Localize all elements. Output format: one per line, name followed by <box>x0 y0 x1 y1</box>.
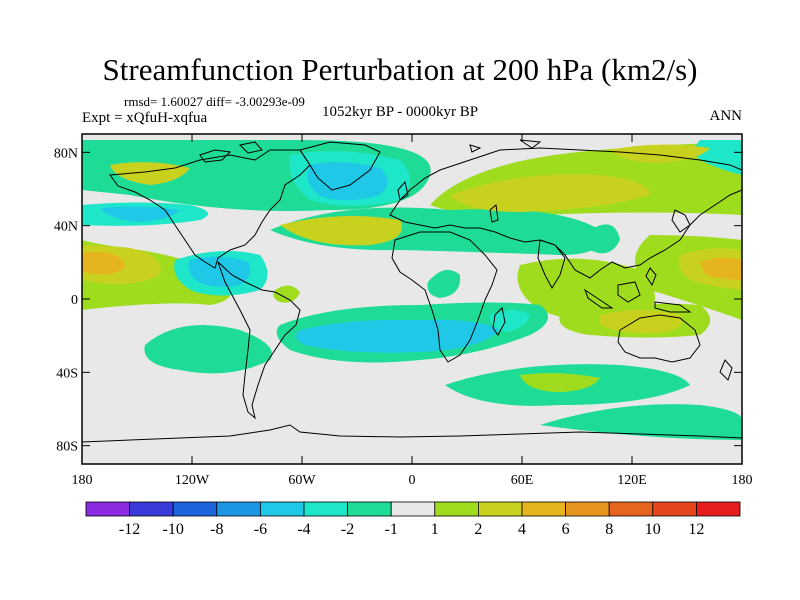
colorbar-swatch <box>521 501 566 517</box>
colorbar-swatch <box>696 501 741 517</box>
coast-south-america <box>217 261 301 420</box>
lat-tick-label: 80N <box>54 146 78 161</box>
contour-blue-north-pacific-core <box>100 206 180 222</box>
colorbar-swatch <box>303 501 348 517</box>
colorbar-swatch <box>608 501 654 517</box>
axes-layer: 80N 40N 0 40S 80S 180 120W 60W 0 60E 120E 180 <box>54 134 753 488</box>
lon-tick-label: 120W <box>175 473 210 488</box>
coast-japan <box>671 209 691 233</box>
contour-green-south-pacific <box>144 325 272 374</box>
contour-yellow-south-indian <box>520 373 600 392</box>
contour-orange-north-pacific-west <box>82 252 125 275</box>
contour-green-africa-cell <box>427 269 461 298</box>
contour-green-antarctic <box>540 404 742 440</box>
colorbar-swatch <box>129 501 174 517</box>
plot-title: Streamfunction Perturbation at 200 hPa (… <box>102 52 698 87</box>
colorbar-swatch <box>259 501 305 517</box>
coast-antarctica <box>82 424 742 443</box>
lon-tick-label: 0 <box>409 473 416 488</box>
season-label: ANN <box>709 108 743 124</box>
colorbar-label: 12 <box>688 521 704 538</box>
stats-text: rmsd= 1.60027 diff= -3.00293e-09 <box>124 94 305 109</box>
colorbar-swatch <box>390 501 436 517</box>
colorbar-label: 2 <box>474 521 482 538</box>
colorbar-label: 4 <box>518 521 526 538</box>
colorbar-label: -8 <box>210 521 223 538</box>
lon-tick-label: 120E <box>617 473 647 488</box>
contour-blue-greenland-core <box>307 162 388 201</box>
colorbar-label: 6 <box>562 521 570 538</box>
coast-caspian <box>489 204 499 223</box>
colorbar-swatch <box>85 501 130 517</box>
colorbar-swatch <box>216 501 261 517</box>
contour-green-small-atlantic <box>273 285 300 303</box>
coast-borneo <box>617 281 641 303</box>
lat-tick-label: 40N <box>54 220 78 235</box>
colorbar-label: 10 <box>645 521 661 538</box>
colorbar-swatch <box>652 501 697 517</box>
coast-sumatra <box>583 288 614 309</box>
colorbar-label: -1 <box>385 521 398 538</box>
contour-blue-central-america-core <box>188 256 251 287</box>
coast-eurasia <box>389 147 742 279</box>
colorbar-label: -10 <box>163 521 184 538</box>
lat-tick-label: 40S <box>56 366 78 381</box>
colorbar-label: -2 <box>341 521 354 538</box>
coast-arctic-islands <box>199 139 542 163</box>
contour-yellow-north-atlantic <box>280 216 402 246</box>
coast-australia <box>617 314 701 363</box>
colorbar-swatch <box>434 501 479 517</box>
coast-new-zealand <box>719 359 733 381</box>
contour-yellow-australia <box>600 310 683 334</box>
period-label: 1052kyr BP - 0000kyr BP <box>322 104 479 120</box>
colorbar-label: -6 <box>254 521 267 538</box>
colorbar-swatch <box>477 501 523 517</box>
contour-yellow-arctic <box>110 162 190 185</box>
coastline-layer <box>82 139 742 443</box>
colorbar-label: -12 <box>119 521 140 538</box>
contour-yellow-europe <box>450 174 650 212</box>
lon-tick-label: 180 <box>72 473 93 488</box>
coast-philippines <box>645 267 657 287</box>
lat-tick-label: 80S <box>56 440 78 455</box>
coast-greenland <box>299 141 381 191</box>
lat-tick-label: 0 <box>71 293 78 308</box>
coast-north-america <box>109 149 311 269</box>
colorbar-swatch <box>565 501 610 517</box>
lon-tick-label: 60E <box>511 473 534 488</box>
contour-orange-north-pacific-east <box>700 257 742 280</box>
colorbar-label: 8 <box>605 521 613 538</box>
colorbar-swatch <box>172 501 218 517</box>
contour-fill-layer <box>82 140 742 440</box>
coast-africa <box>391 231 498 363</box>
colorbar-swatch <box>347 501 392 517</box>
experiment-label: Expt = xQfuH-xqfua <box>82 110 208 126</box>
contour-cyan-indian-ocean <box>489 310 530 332</box>
coast-new-guinea <box>654 301 692 313</box>
lon-tick-label: 180 <box>732 473 753 488</box>
contour-cyan-south-atlantic-core <box>296 319 500 353</box>
coast-madagascar <box>492 306 506 336</box>
coast-india <box>537 239 566 290</box>
contour-cyan-asia-band <box>590 224 620 254</box>
colorbar-label: -4 <box>297 521 310 538</box>
colorbar-label: 1 <box>431 521 439 538</box>
lon-tick-label: 60W <box>288 473 316 488</box>
coast-uk <box>397 180 409 201</box>
colorbar: -12 -10 -8 -6 -4 -2 -1 1 2 4 6 8 10 12 <box>85 501 741 538</box>
